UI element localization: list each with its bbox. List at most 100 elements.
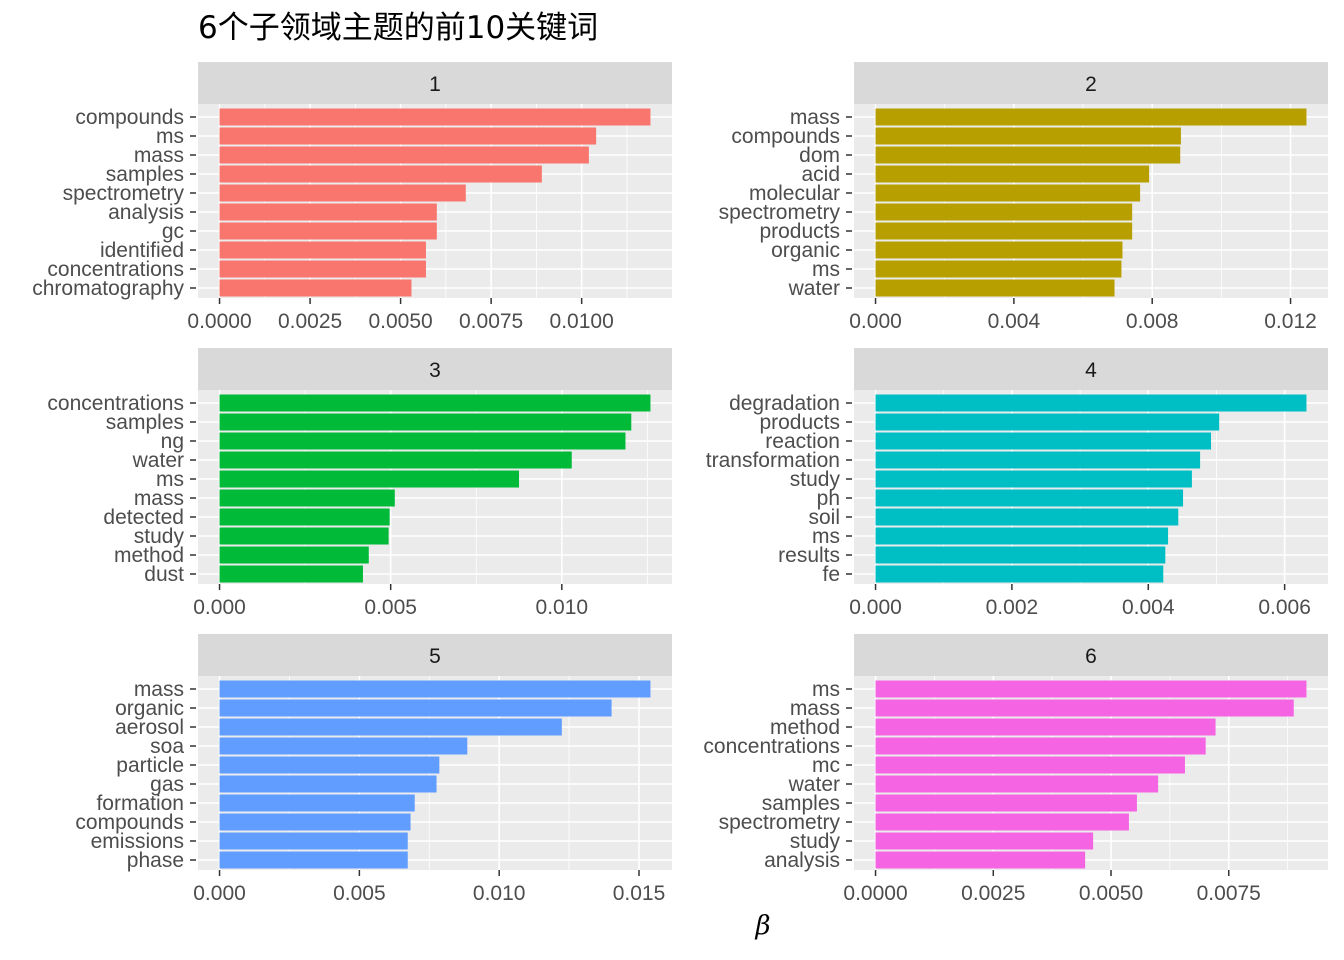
bar-mass bbox=[875, 699, 1294, 717]
bar-mass bbox=[219, 680, 651, 698]
facet-panel-3: 3 0.000 0.005 0.010 concentrationssamplesngw… bbox=[47, 348, 672, 619]
y-tick-label: water bbox=[132, 449, 184, 472]
y-tick-label: soil bbox=[808, 506, 840, 529]
x-tick-label: 0.0100 bbox=[550, 310, 614, 333]
bar-mass bbox=[219, 489, 395, 507]
x-tick-label: 0.006 bbox=[1258, 596, 1311, 619]
y-tick-label: compounds bbox=[75, 811, 184, 834]
bar-organic bbox=[875, 241, 1123, 259]
bar-gc bbox=[219, 222, 437, 240]
bar-aerosol bbox=[219, 718, 562, 736]
y-tick-label: dom bbox=[799, 144, 840, 167]
x-tick-label: 0.008 bbox=[1126, 310, 1179, 333]
y-tick-label: aerosol bbox=[115, 716, 184, 739]
x-tick-label: 0.000 bbox=[193, 882, 246, 905]
bar-products bbox=[875, 413, 1220, 431]
x-tick-label: 0.004 bbox=[988, 310, 1041, 333]
y-tick-label: identified bbox=[100, 239, 184, 262]
x-tick-label: 0.000 bbox=[193, 596, 246, 619]
y-tick-label: mass bbox=[134, 144, 184, 167]
bar-study bbox=[219, 527, 389, 545]
y-tick-label: water bbox=[788, 773, 840, 796]
facet-strip bbox=[198, 634, 672, 676]
bar-ms bbox=[875, 527, 1169, 545]
bar-dust bbox=[219, 565, 363, 583]
bar-spectrometry bbox=[875, 203, 1133, 221]
y-tick-label: phase bbox=[127, 849, 184, 872]
facet-panel-2: 2 0.000 0.004 0.008 0.012 masscompoundsdomaci… bbox=[719, 62, 1328, 333]
bar-mass bbox=[875, 108, 1307, 126]
bar-samples bbox=[219, 165, 542, 183]
y-tick-label: samples bbox=[106, 411, 184, 434]
x-tick-label: 0.0050 bbox=[368, 310, 432, 333]
bar-study bbox=[875, 832, 1094, 850]
y-tick-label: analysis bbox=[108, 201, 184, 224]
x-tick-label: 0.0000 bbox=[187, 310, 251, 333]
x-tick-label: 0.0000 bbox=[843, 882, 907, 905]
bar-spectrometry bbox=[875, 813, 1129, 831]
x-tick-label: 0.015 bbox=[613, 882, 666, 905]
bar-organic bbox=[219, 699, 612, 717]
bar-dom bbox=[875, 146, 1181, 164]
y-tick-label: organic bbox=[771, 239, 840, 262]
x-axis-title: β bbox=[754, 911, 770, 941]
y-tick-label: particle bbox=[116, 754, 184, 777]
y-tick-label: products bbox=[759, 220, 840, 243]
x-tick-label: 0.0025 bbox=[961, 882, 1025, 905]
y-tick-label: formation bbox=[96, 792, 184, 815]
y-tick-label: method bbox=[770, 716, 840, 739]
bar-soa bbox=[219, 737, 468, 755]
x-tick-label: 0.005 bbox=[364, 596, 417, 619]
bar-ms bbox=[875, 680, 1307, 698]
bar-particle bbox=[219, 756, 440, 774]
y-tick-label: compounds bbox=[75, 106, 184, 129]
y-tick-label: ng bbox=[161, 430, 184, 453]
x-tick-label: 0.010 bbox=[473, 882, 526, 905]
y-tick-label: ms bbox=[812, 678, 840, 701]
y-tick-label: fe bbox=[822, 563, 840, 586]
facet-strip bbox=[198, 348, 672, 390]
facet-strip bbox=[854, 634, 1328, 676]
y-tick-label: spectrometry bbox=[63, 182, 185, 205]
y-tick-label: reaction bbox=[765, 430, 840, 453]
bar-reaction bbox=[875, 432, 1211, 450]
y-tick-label: concentrations bbox=[47, 392, 184, 415]
facet-panel-5: 5 0.000 0.005 0.010 0.015 massorganicaerosols… bbox=[75, 634, 672, 905]
bar-water bbox=[219, 451, 572, 469]
bar-chromatography bbox=[219, 279, 412, 297]
y-tick-label: method bbox=[114, 544, 184, 567]
y-tick-label: mc bbox=[812, 754, 840, 777]
bar-compounds bbox=[219, 108, 651, 126]
facet-strip bbox=[854, 62, 1328, 104]
y-tick-label: gas bbox=[150, 773, 184, 796]
bar-degradation bbox=[875, 394, 1307, 412]
bar-products bbox=[875, 222, 1133, 240]
bar-acid bbox=[875, 165, 1150, 183]
bar-phase bbox=[219, 851, 408, 869]
y-tick-label: water bbox=[788, 277, 840, 300]
facet-panel-1: 1 0.0000 0.0025 0.0050 0.0075 0.0100 compounds… bbox=[32, 62, 672, 333]
bar-molecular bbox=[875, 184, 1141, 202]
y-tick-label: transformation bbox=[706, 449, 840, 472]
facet-panel-4: 4 0.000 0.002 0.004 0.006 degradationproducts… bbox=[706, 348, 1328, 619]
y-tick-label: degradation bbox=[729, 392, 840, 415]
x-tick-label: 0.012 bbox=[1264, 310, 1317, 333]
bar-samples bbox=[875, 794, 1137, 812]
x-tick-label: 0.0050 bbox=[1079, 882, 1143, 905]
x-tick-label: 0.002 bbox=[986, 596, 1039, 619]
bar-fe bbox=[875, 565, 1164, 583]
facet-strip-label: 5 bbox=[429, 645, 441, 668]
bar-soil bbox=[875, 508, 1179, 526]
y-tick-label: samples bbox=[762, 792, 840, 815]
y-tick-label: soa bbox=[150, 735, 184, 758]
y-tick-label: detected bbox=[103, 506, 184, 529]
bar-results bbox=[875, 546, 1166, 564]
x-tick-label: 0.0025 bbox=[278, 310, 342, 333]
bar-ms bbox=[219, 127, 597, 145]
facet-strip-label: 3 bbox=[429, 359, 441, 382]
bar-method bbox=[875, 718, 1216, 736]
y-tick-label: mass bbox=[134, 678, 184, 701]
bar-transformation bbox=[875, 451, 1201, 469]
chart-title: 6个子领域主题的前10关键词 bbox=[198, 10, 598, 46]
